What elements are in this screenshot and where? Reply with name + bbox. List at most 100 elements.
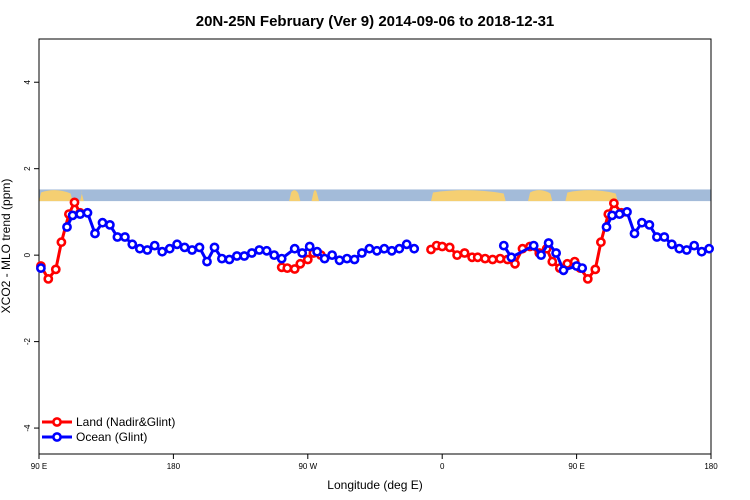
data-point bbox=[356, 248, 367, 258]
data-point bbox=[50, 264, 61, 275]
x-tick-label: 0 bbox=[440, 462, 445, 471]
data-point bbox=[194, 242, 205, 253]
y-tick-label: 4 bbox=[23, 79, 32, 84]
data-point bbox=[327, 250, 337, 260]
map-ocean bbox=[39, 189, 711, 202]
data-point bbox=[289, 243, 300, 254]
legend-label: Land (Nadir&Glint) bbox=[76, 415, 175, 429]
data-point bbox=[62, 222, 72, 232]
x-tick-label: 90 W bbox=[298, 462, 317, 471]
data-point bbox=[459, 248, 470, 258]
y-tick-label: -2 bbox=[23, 338, 32, 346]
data-point bbox=[319, 253, 330, 264]
data-point bbox=[596, 237, 606, 248]
map-land bbox=[311, 190, 319, 202]
data-point bbox=[379, 243, 390, 254]
data-point bbox=[302, 254, 313, 265]
data-point bbox=[674, 243, 685, 254]
data-point bbox=[582, 273, 593, 284]
legend-marker bbox=[52, 432, 62, 442]
data-point bbox=[67, 210, 78, 221]
data-point bbox=[149, 240, 160, 251]
data-point bbox=[528, 240, 539, 251]
data-point bbox=[142, 245, 153, 255]
data-point bbox=[36, 263, 46, 273]
data-point bbox=[69, 197, 80, 208]
data-point bbox=[622, 206, 632, 217]
y-tick-label: -4 bbox=[23, 424, 32, 432]
data-point bbox=[629, 228, 640, 239]
data-point bbox=[495, 253, 505, 264]
data-point bbox=[105, 219, 115, 230]
data-point bbox=[239, 251, 250, 261]
data-point bbox=[157, 246, 168, 257]
data-point bbox=[295, 258, 306, 269]
data-point bbox=[480, 253, 490, 264]
data-point bbox=[56, 237, 67, 248]
legend-marker bbox=[52, 417, 62, 427]
data-point bbox=[666, 239, 677, 250]
map-land bbox=[528, 190, 553, 202]
data-point bbox=[349, 254, 360, 265]
data-point bbox=[342, 253, 352, 264]
chart-title: 20N-25N February (Ver 9) 2014-09-06 to 2… bbox=[196, 13, 555, 30]
data-point bbox=[164, 243, 175, 254]
x-axis-label: Longitude (deg E) bbox=[327, 478, 422, 492]
data-point bbox=[547, 256, 558, 267]
data-point bbox=[289, 264, 300, 274]
legend: Land (Nadir&Glint)Ocean (Glint) bbox=[42, 415, 175, 444]
data-point bbox=[444, 242, 455, 253]
data-point bbox=[172, 239, 182, 250]
data-point bbox=[607, 210, 617, 221]
data-point bbox=[282, 263, 293, 273]
data-point bbox=[577, 263, 588, 273]
data-point bbox=[644, 219, 655, 230]
data-point bbox=[90, 228, 100, 239]
x-tick-label: 90 E bbox=[568, 462, 584, 471]
x-axis: 90 E 180 90 W 0 90 E 180 bbox=[31, 454, 718, 471]
map-land bbox=[289, 190, 301, 202]
map-land bbox=[80, 190, 84, 202]
data-point bbox=[601, 222, 612, 232]
data-point bbox=[127, 239, 138, 250]
data-point bbox=[543, 238, 554, 248]
data-point bbox=[179, 242, 190, 253]
data-point bbox=[216, 253, 227, 264]
data-point bbox=[704, 243, 714, 254]
x-tick-label: 90 E bbox=[31, 462, 47, 471]
data-point bbox=[297, 248, 308, 258]
data-point bbox=[696, 246, 707, 257]
series-layer bbox=[36, 197, 714, 284]
data-point bbox=[487, 254, 498, 265]
data-point bbox=[437, 241, 448, 252]
data-point bbox=[409, 243, 420, 254]
data-point bbox=[43, 273, 54, 284]
data-point bbox=[246, 248, 257, 258]
y-axis-label: XCO2 - MLO trend (ppm) bbox=[0, 179, 13, 314]
data-point bbox=[614, 209, 625, 219]
data-point bbox=[386, 245, 397, 256]
data-point bbox=[224, 254, 235, 265]
y-axis: -4 -2 0 2 4 bbox=[23, 79, 39, 432]
data-point bbox=[558, 265, 569, 276]
data-point bbox=[75, 209, 85, 219]
data-point bbox=[112, 232, 123, 242]
data-point bbox=[304, 241, 315, 252]
data-point bbox=[590, 264, 601, 275]
data-point bbox=[551, 248, 561, 258]
data-point bbox=[637, 217, 647, 228]
data-point bbox=[134, 243, 145, 254]
map-land bbox=[39, 190, 73, 202]
data-point bbox=[498, 240, 509, 251]
data-point bbox=[269, 250, 280, 260]
data-point bbox=[394, 243, 405, 254]
data-point bbox=[261, 245, 272, 256]
data-point bbox=[334, 255, 345, 266]
y-tick-label: 2 bbox=[23, 166, 32, 171]
series-1 bbox=[36, 206, 714, 276]
map-land bbox=[431, 190, 506, 202]
data-point bbox=[82, 207, 93, 218]
data-point bbox=[202, 256, 212, 267]
legend-label: Ocean (Glint) bbox=[76, 430, 147, 444]
